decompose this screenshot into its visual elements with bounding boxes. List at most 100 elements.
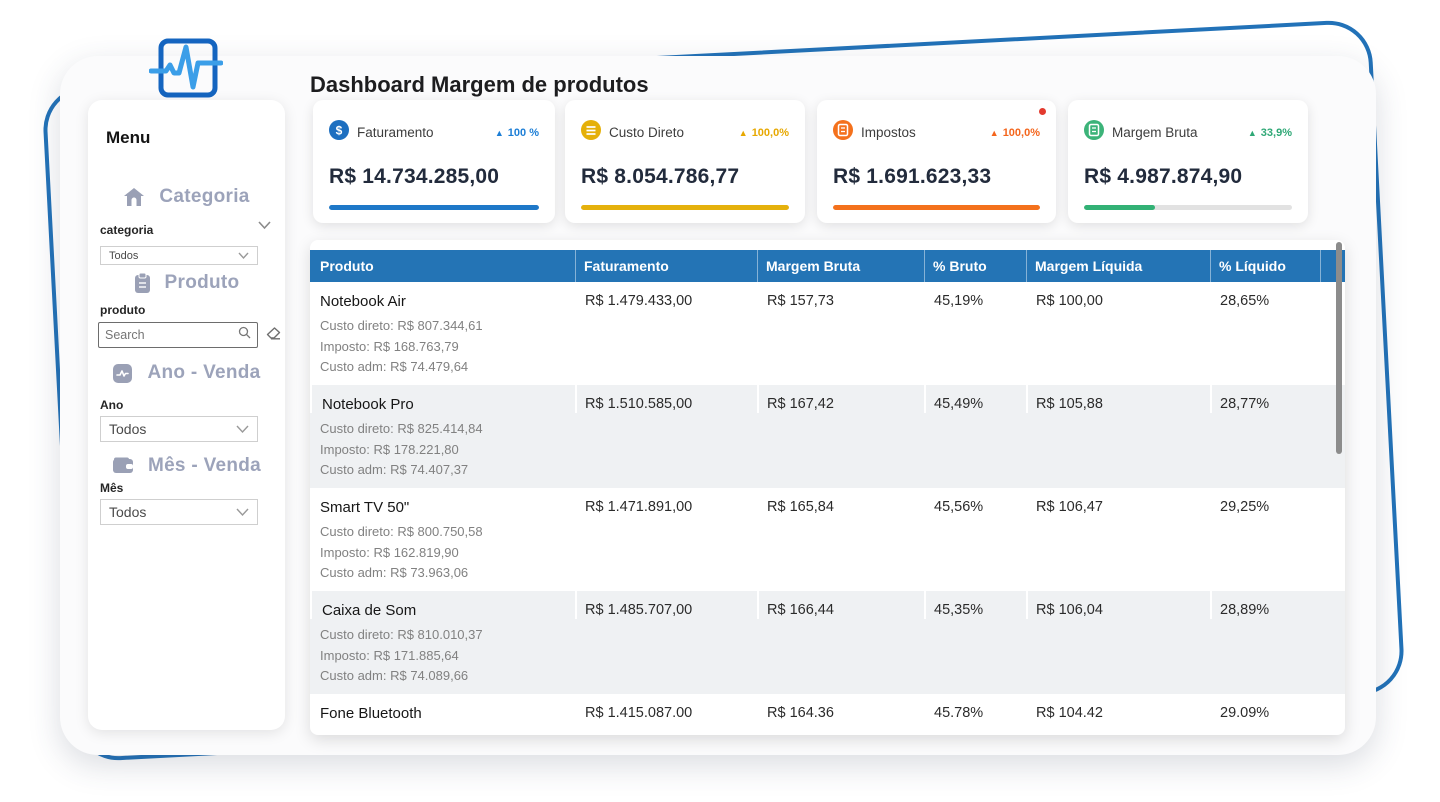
menu-title: Menu [106,128,151,147]
alert-dot [1039,108,1046,115]
svg-text:$: $ [336,124,343,138]
cell-faturamento: R$ 1.471.891,00 [575,488,757,516]
sub-custo-adm: Custo adm: R$ 74.479,64 [320,359,469,374]
table-scrollbar[interactable] [1336,242,1342,454]
kpi-value: R$ 14.734.285,00 [329,165,500,188]
cell-margem-liquida: R$ 104.42 [1026,694,1210,722]
up-arrow-icon: ▲ [738,127,748,138]
cell-produto: Smart TV 50" [320,499,410,516]
kpi-label: Impostos [861,125,916,140]
cell-pct-bruto: 45.78% [924,694,1026,722]
kpi-label: Custo Direto [609,125,685,140]
slicer-label-categoria: categoria [100,223,154,237]
table-row[interactable]: Caixa de Som R$ 1.485.707,00 R$ 166,44 4… [310,591,1345,694]
home-icon [123,187,145,207]
kpi-card-custo-direto: Custo Direto ▲ 100,0% R$ 8.054.786,77 [565,100,805,223]
kpi-card-impostos: Impostos ▲ 100,0% R$ 1.691.623,33 [817,100,1056,223]
eraser-icon[interactable] [266,327,281,345]
kpi-progress-bar [581,205,789,210]
kpi-value: R$ 1.691.623,33 [833,165,992,188]
col-header-produto[interactable]: Produto [320,258,374,274]
chart-icon [112,363,133,384]
search-icon[interactable] [238,326,251,344]
sub-custo-direto: Custo direto: R$ 807.344,61 [320,318,483,333]
section-ano-header: Ano - Venda [88,362,285,384]
section-produto-header: Produto [88,272,285,294]
receipt-icon [833,120,853,145]
kpi-value: R$ 4.987.874,90 [1084,165,1243,188]
cell-pct-bruto: 45,19% [924,282,1026,310]
table-header-row: Produto Faturamento Margem Bruta % Bruto… [310,250,1345,282]
section-title: Ano - Venda [147,362,261,383]
slicer-label-produto: produto [100,303,146,317]
section-mes-header: Mês - Venda [88,455,285,477]
section-categoria-header: Categoria [88,186,285,208]
col-header-margem-bruta[interactable]: Margem Bruta [757,250,924,282]
section-title: Categoria [159,186,250,207]
cell-pct-bruto: 45,56% [924,488,1026,516]
cell-margem-liquida: R$ 100,00 [1026,282,1210,310]
cell-pct-liquido: 29.09% [1210,694,1321,722]
ano-select-value: Todos [109,421,147,437]
cell-pct-bruto: 45,35% [924,591,1026,619]
kpi-card-faturamento: $ Faturamento ▲ 100 % R$ 14.734.285,00 [313,100,555,223]
sub-imposto: Imposto: R$ 178.221,80 [320,441,459,457]
cell-faturamento: R$ 1.479.433,00 [575,282,757,310]
up-arrow-icon: ▲ [494,127,504,138]
chevron-down-icon [236,508,249,517]
cell-margem-liquida: R$ 106,04 [1026,591,1210,619]
kpi-progress-bar [833,205,1040,210]
clipboard-icon [134,272,151,294]
produto-search[interactable] [98,322,258,348]
cell-margem-bruta: R$ 165,84 [757,488,924,516]
coin-lines-icon [581,120,601,145]
col-header-faturamento[interactable]: Faturamento [575,250,757,282]
chevron-down-icon [238,252,249,260]
mes-select[interactable]: Todos [100,499,258,525]
sub-custo-direto: Custo direto: R$ 825.414,84 [320,421,483,436]
cell-produto: Caixa de Som [310,591,575,619]
wallet-icon [112,457,134,475]
dollar-coin-icon: $ [329,120,349,145]
ano-select[interactable]: Todos [100,416,258,442]
cell-margem-bruta: R$ 167,42 [757,385,924,413]
kpi-label: Faturamento [357,125,434,140]
sub-imposto: Imposto: R$ 162.819,90 [320,544,459,560]
kpi-delta-value: 33,9% [1260,126,1292,139]
categoria-select-value: Todos [109,249,139,262]
col-header-pct-bruto[interactable]: % Bruto [924,250,1026,282]
cell-pct-bruto: 45,49% [924,385,1026,413]
sidebar: Menu Categoria categoria Todos Produto p… [88,100,285,730]
table-row[interactable]: Smart TV 50" R$ 1.471.891,00 R$ 165,84 4… [310,488,1345,591]
col-header-margem-liquida[interactable]: Margem Líquida [1026,250,1210,282]
cell-produto: Notebook Pro [310,385,575,413]
cell-margem-bruta: R$ 166,44 [757,591,924,619]
cell-produto: Notebook Air [320,293,406,310]
cell-margem-bruta: R$ 164.36 [757,694,924,722]
table-row[interactable]: Notebook Pro R$ 1.510.585,00 R$ 167,42 4… [310,385,1345,488]
sub-custo-adm: Custo adm: R$ 74.089,66 [320,668,469,683]
sub-custo-adm: Custo adm: R$ 74.407,37 [320,462,469,477]
sub-imposto: Imposto: R$ 168.763,79 [320,338,459,354]
sub-custo-direto: Custo direto: R$ 810.010,37 [320,627,483,642]
chevron-down-icon[interactable] [258,221,271,230]
kpi-delta-value: 100,0% [1002,126,1040,139]
cell-produto: Fone Bluetooth [320,705,422,722]
cell-margem-liquida: R$ 106,47 [1026,488,1210,516]
page-title: Dashboard Margem de produtos [310,72,649,97]
table-row[interactable]: Fone Bluetooth R$ 1.415.087.00 R$ 164.36… [310,694,1345,735]
mes-select-value: Todos [109,504,147,520]
table-row[interactable]: Notebook Air R$ 1.479.433,00 R$ 157,73 4… [310,282,1345,385]
col-header-pct-liquido[interactable]: % Líquido [1210,250,1321,282]
cell-pct-liquido: 28,65% [1210,282,1321,310]
chevron-down-icon [236,425,249,434]
kpi-progress-bar [1084,205,1292,210]
sub-imposto: Imposto: R$ 171.885,64 [320,647,459,663]
categoria-select[interactable]: Todos [100,246,258,265]
search-input[interactable] [105,328,238,342]
slicer-label-ano: Ano [100,398,124,412]
kpi-value: R$ 8.054.786,77 [581,165,740,188]
table-body: Notebook Air R$ 1.479.433,00 R$ 157,73 4… [310,282,1345,735]
up-arrow-icon: ▲ [1247,127,1257,138]
kpi-label: Margem Bruta [1112,125,1198,140]
